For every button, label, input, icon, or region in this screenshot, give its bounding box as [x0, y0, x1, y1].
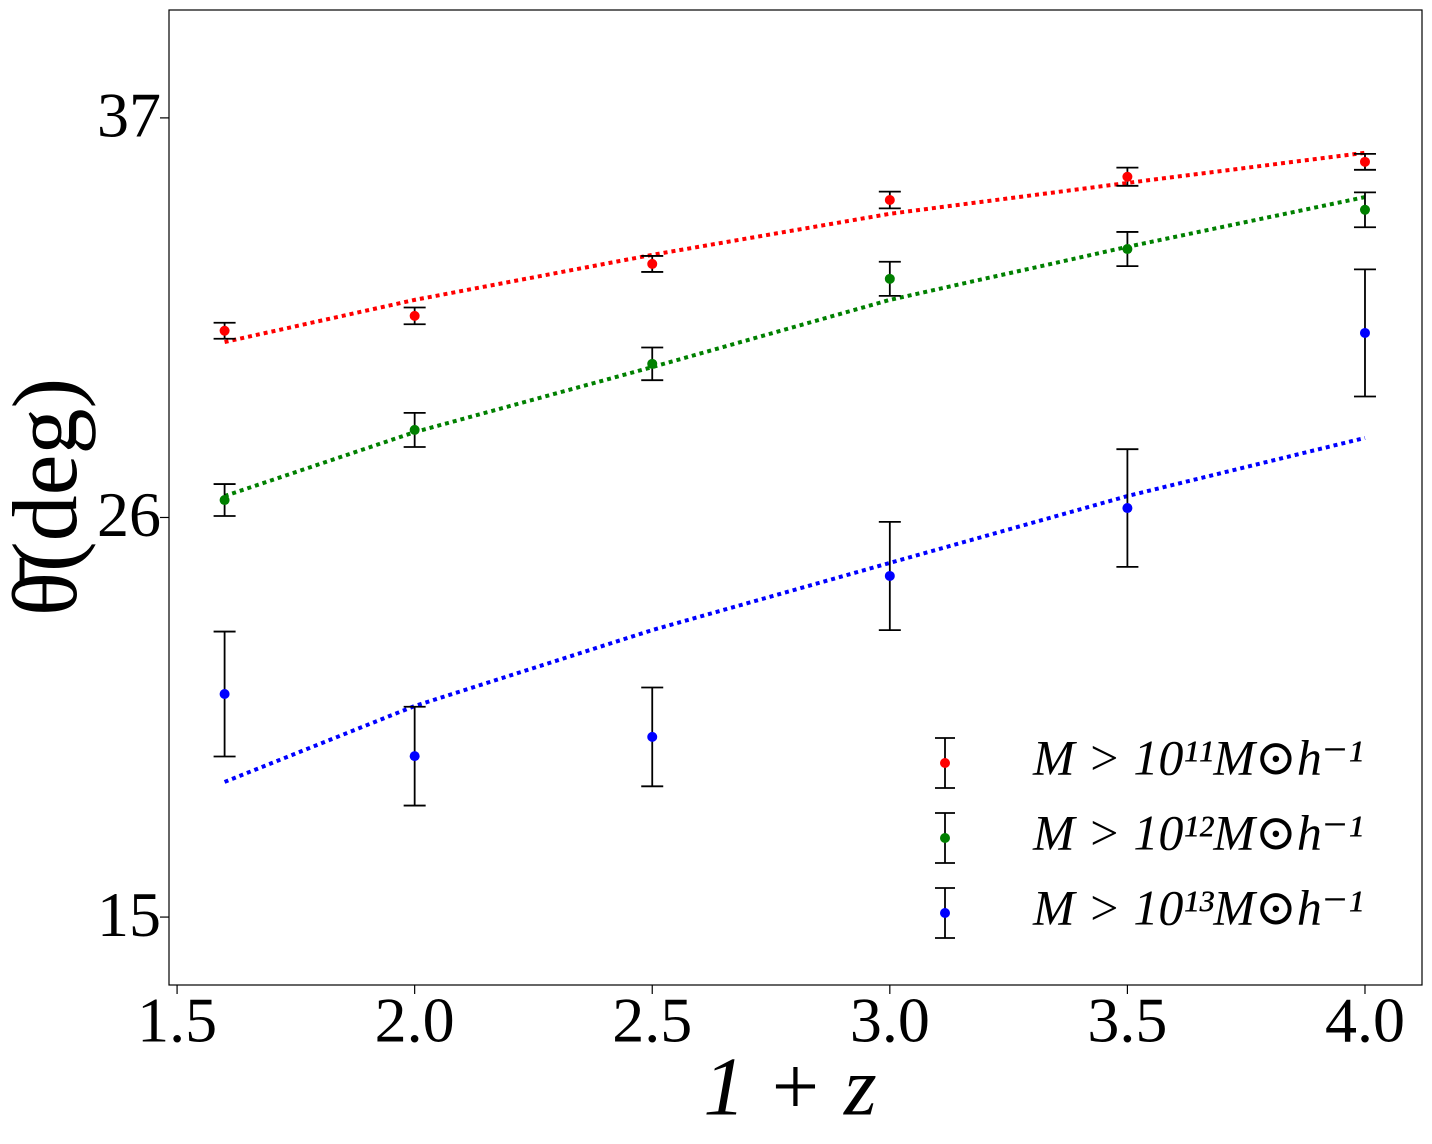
data-point	[647, 731, 658, 742]
legend-glyph	[940, 908, 950, 918]
y-tick-label: 37	[97, 80, 161, 151]
data-point	[409, 310, 420, 321]
data-point	[219, 495, 230, 506]
legend-glyph	[940, 833, 950, 843]
data-point	[884, 570, 895, 581]
data-point	[884, 273, 895, 284]
data-point	[647, 358, 658, 369]
legend-label: M > 10¹²M⊙h⁻¹	[1032, 804, 1363, 860]
legend-label: M > 10¹¹M⊙h⁻¹	[1032, 729, 1363, 785]
data-point	[219, 689, 230, 700]
x-tick-label: 1.5	[137, 985, 217, 1056]
data-point	[1122, 503, 1133, 514]
plot-frame	[168, 9, 1423, 986]
data-point	[647, 258, 658, 269]
data-point	[1359, 156, 1370, 167]
x-tick-label: 3.0	[850, 985, 930, 1056]
fit-line	[223, 195, 1366, 498]
fit-line	[223, 435, 1366, 784]
legend-glyph	[940, 758, 950, 768]
x-tick-label: 2.5	[612, 985, 692, 1056]
data-point	[409, 424, 420, 435]
data-point	[409, 751, 420, 762]
data-point	[1359, 204, 1370, 215]
x-axis-label: 1 + z	[703, 1040, 876, 1133]
y-tick-label: 26	[97, 479, 161, 550]
y-axis-label: θ̄(deg)	[0, 378, 96, 616]
data-point	[1359, 327, 1370, 338]
x-tick-label: 4.0	[1325, 985, 1405, 1056]
fit-line	[224, 150, 1366, 344]
data-point	[1122, 171, 1133, 182]
data-point	[1122, 244, 1133, 255]
y-tick-label: 15	[97, 879, 161, 950]
x-tick-label: 2.0	[375, 985, 455, 1056]
x-tick-label: 3.5	[1087, 985, 1167, 1056]
legend-label: M > 10¹³M⊙h⁻¹	[1032, 879, 1363, 935]
data-point	[884, 194, 895, 205]
data-point	[219, 325, 230, 336]
